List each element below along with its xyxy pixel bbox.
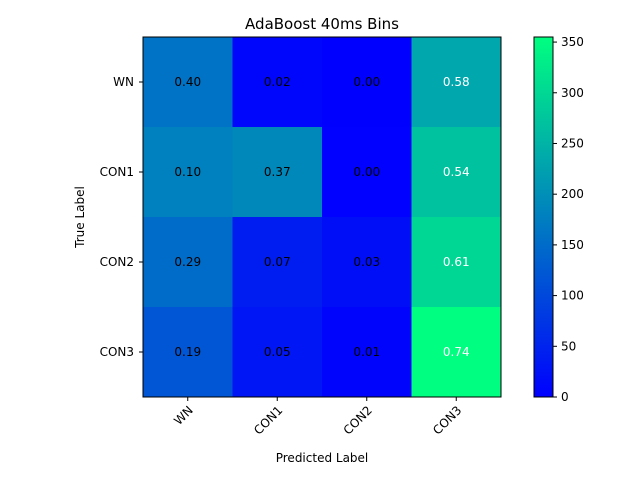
cell-value-label: 0.01	[353, 345, 380, 359]
colorbar-tick-label: 350	[561, 35, 584, 49]
y-tick-label: CON3	[100, 345, 134, 359]
cell-value-label: 0.19	[174, 345, 201, 359]
cell-value-label: 0.40	[174, 75, 201, 89]
heatmap-cell	[411, 127, 502, 218]
colorbar-tick-label: 50	[561, 339, 576, 353]
colorbar-tick-label: 250	[561, 136, 584, 150]
heatmap-cell	[143, 37, 233, 128]
cell-value-label: 0.07	[264, 255, 291, 269]
x-tick-label: WN	[171, 403, 196, 428]
x-axis-ticks: WN CON1 CON2 CON3	[171, 397, 464, 437]
y-axis-label: True Label	[73, 186, 87, 249]
x-tick-label: CON1	[251, 403, 285, 437]
plot-frame	[142, 36, 502, 398]
heatmap-cell	[143, 127, 233, 218]
colorbar-tick-label: 300	[561, 86, 584, 100]
heatmap-cell	[411, 37, 502, 128]
x-axis-label: Predicted Label	[276, 451, 369, 465]
colorbar-tick-label: 150	[561, 238, 584, 252]
y-tick-label: CON1	[100, 165, 134, 179]
y-tick-label: WN	[113, 75, 134, 89]
cell-value-label: 0.00	[353, 165, 380, 179]
heatmap-cell	[143, 307, 233, 398]
heatmap-cell	[411, 307, 502, 398]
x-tick-label: CON3	[430, 403, 464, 437]
cell-value-label: 0.61	[443, 255, 470, 269]
x-tick-label: CON2	[341, 403, 375, 437]
y-tick-label: CON2	[100, 255, 134, 269]
heatmap-cell	[232, 37, 323, 128]
colorbar-tick-label: 100	[561, 289, 584, 303]
cell-value-label: 0.03	[353, 255, 380, 269]
cell-value-label: 0.02	[264, 75, 291, 89]
cell-value-label: 0.37	[264, 165, 291, 179]
cell-value-label: 0.29	[174, 255, 201, 269]
heatmap-cell	[411, 217, 502, 308]
cell-value-label: 0.05	[264, 345, 291, 359]
colorbar-tick-label: 0	[561, 390, 569, 404]
heatmap-cell	[232, 127, 323, 218]
colorbar	[533, 36, 554, 398]
colorbar-tick-label: 200	[561, 187, 584, 201]
cell-value-label: 0.00	[353, 75, 380, 89]
chart-title: AdaBoost 40ms Bins	[245, 15, 399, 33]
heatmap-cell	[322, 217, 412, 308]
y-axis-ticks: WN CON1 CON2 CON3	[100, 75, 143, 359]
colorbar-ticks: 0 50 100 150 200 250 300 350	[553, 35, 584, 404]
heatmap-cell	[232, 307, 323, 398]
heatmap-cell	[322, 307, 412, 398]
cell-value-label: 0.58	[443, 75, 470, 89]
cell-value-label: 0.74	[443, 345, 470, 359]
heatmap-cell	[322, 127, 412, 218]
heatmap-cells	[143, 37, 502, 398]
cell-value-label: 0.54	[443, 165, 470, 179]
cell-value-labels: 0.40 0.02 0.00 0.58 0.10 0.37 0.00 0.54 0.29 0.07…	[174, 75, 469, 359]
heatmap-cell	[143, 217, 233, 308]
cell-value-label: 0.10	[174, 165, 201, 179]
heatmap-cell	[322, 37, 412, 128]
heatmap-cell	[232, 217, 323, 308]
